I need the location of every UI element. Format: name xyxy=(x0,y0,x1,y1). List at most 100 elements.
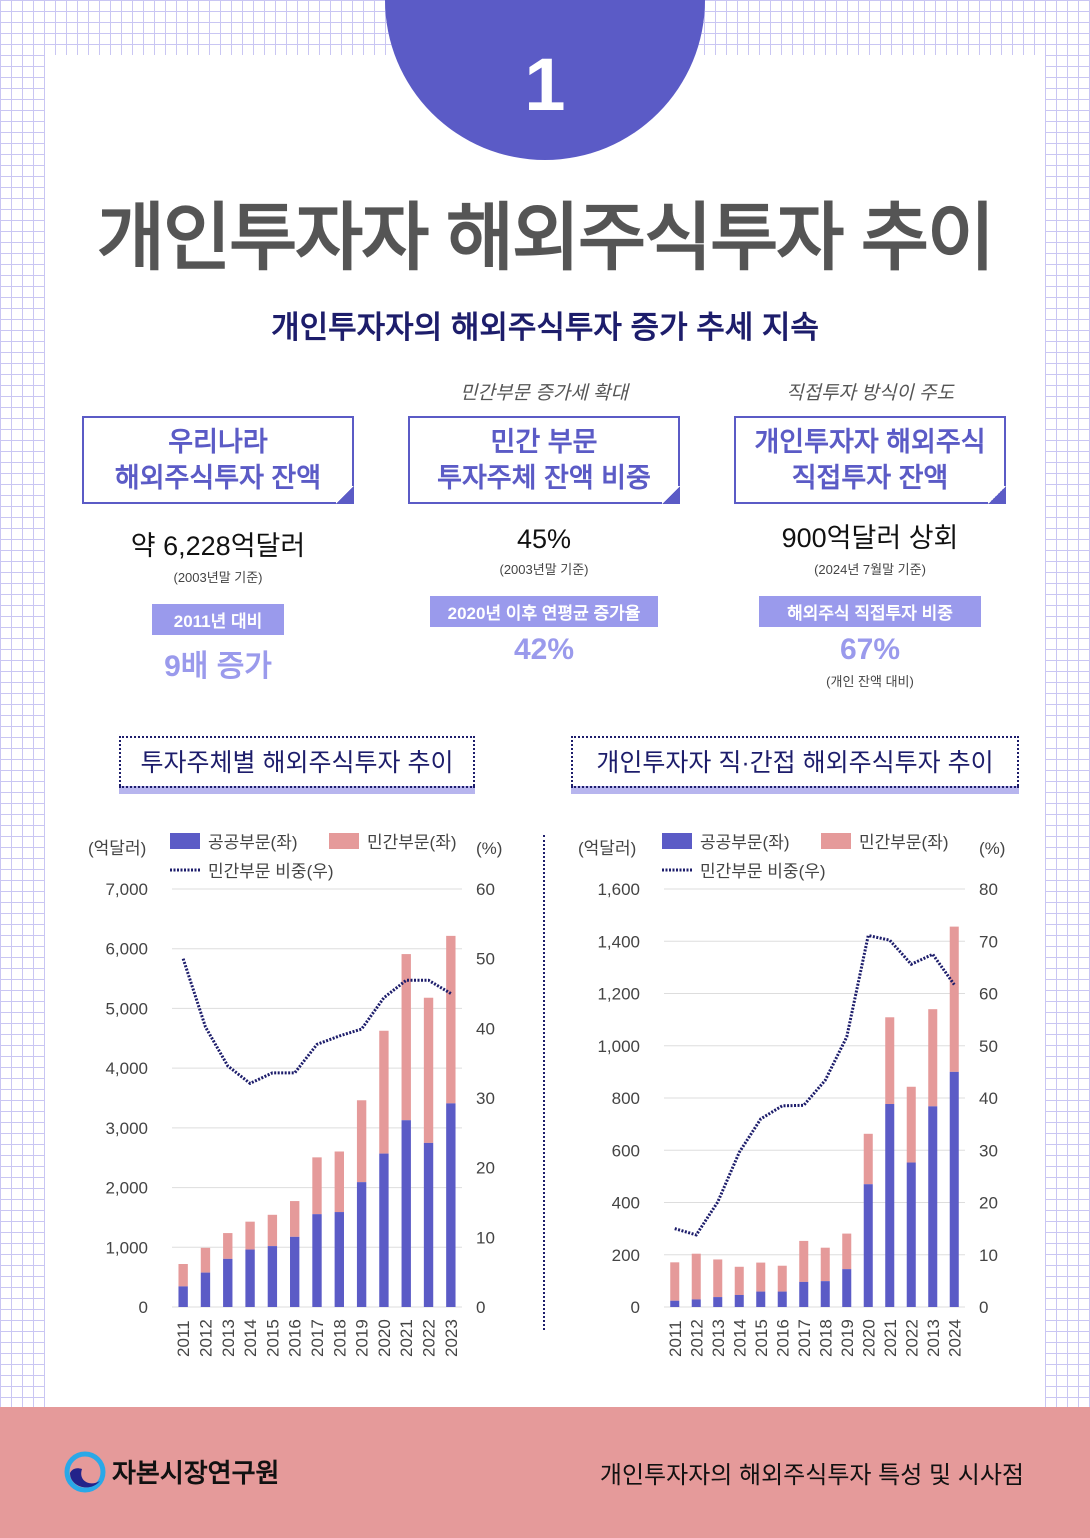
kcmi-logo-icon xyxy=(64,1451,106,1493)
page-subtitle: 개인투자자의 해외주식투자 증가 추세 지속 xyxy=(271,310,819,345)
x-tick-label: 2022 xyxy=(902,1319,921,1357)
y2-tick-label: 20 xyxy=(476,1159,495,1178)
y-tick-label: 1,600 xyxy=(597,880,640,899)
card-note: (2003년말 기준) xyxy=(499,562,589,577)
x-tick-label: 2011 xyxy=(174,1320,193,1357)
section-title-left: 투자주체별 해외주식투자 추이 xyxy=(119,736,475,794)
bar-private xyxy=(734,1266,744,1295)
bar-public xyxy=(267,1246,278,1307)
bar-private xyxy=(356,1100,367,1183)
card-overseas-balance: 우리나라 해외주식투자 잔액 약 6,228억달러 (2003년말 기준) 201… xyxy=(82,380,354,685)
y2-tick-label: 40 xyxy=(476,1019,495,1038)
bar-private xyxy=(670,1262,680,1301)
y2-tick-label: 60 xyxy=(979,985,998,1004)
bar-public xyxy=(290,1236,300,1307)
x-tick-label: 2021 xyxy=(397,1319,416,1357)
bar-private xyxy=(885,1017,895,1105)
card-value: 45% xyxy=(516,524,572,554)
bar-public xyxy=(423,1142,434,1307)
bar-private xyxy=(379,1030,389,1154)
x-tick-label: 2016 xyxy=(773,1319,792,1357)
bar-public xyxy=(200,1272,211,1307)
card-title-line2: 투자주체 잔액 비중 xyxy=(437,463,651,493)
y2-tick-label: 0 xyxy=(979,1298,988,1317)
x-tick-label: 2013 xyxy=(219,1319,238,1357)
y2-tick-label: 70 xyxy=(979,932,998,951)
card-highlight: 9배 증가 xyxy=(164,650,272,683)
card-pill: 2011년 대비 xyxy=(151,604,285,635)
line-private-share xyxy=(674,933,956,1237)
x-tick-label: 2017 xyxy=(795,1319,814,1357)
bar-public xyxy=(777,1291,787,1307)
x-tick-label: 2019 xyxy=(353,1319,372,1357)
bar-public xyxy=(223,1258,233,1307)
x-tick-label: 2015 xyxy=(752,1319,771,1357)
card-box: 우리나라 해외주식투자 잔액 xyxy=(82,416,354,504)
x-tick-label: 2014 xyxy=(241,1319,260,1357)
card-pill: 해외주식 직접투자 비중 xyxy=(759,596,981,627)
bar-private xyxy=(423,997,434,1143)
bar-private xyxy=(312,1157,322,1215)
card-pill: 2020년 이후 연평균 증가율 xyxy=(429,596,659,627)
y2-tick-label: 10 xyxy=(476,1228,495,1247)
y-tick-label: 4,000 xyxy=(105,1059,148,1078)
bar-public xyxy=(906,1162,916,1307)
y2-tick-label: 40 xyxy=(979,1089,998,1108)
section-title-right: 개인투자자 직·간접 해외주식투자 추이 xyxy=(571,736,1019,794)
bar-public xyxy=(312,1214,322,1307)
page-fold-icon xyxy=(662,486,680,504)
legend-label-share: 민간부문 비중(우) xyxy=(208,862,334,881)
legend-label-public: 공공부문(좌) xyxy=(700,833,790,852)
card-title-line2: 직접투자 잔액 xyxy=(791,463,949,493)
y-tick-label: 0 xyxy=(139,1298,148,1317)
y-tick-label: 2,000 xyxy=(105,1179,148,1198)
x-tick-label: 2015 xyxy=(263,1319,282,1357)
y2-tick-label: 10 xyxy=(979,1246,998,1265)
x-tick-label: 2018 xyxy=(816,1319,835,1357)
x-tick-label: 2014 xyxy=(730,1319,749,1357)
card-tag xyxy=(82,380,354,416)
legend-label-public: 공공부문(좌) xyxy=(208,833,298,852)
bar-private xyxy=(842,1233,852,1270)
y2-tick-label: 50 xyxy=(979,1037,998,1056)
x-tick-label: 2020 xyxy=(375,1319,394,1357)
y-tick-label: 1,200 xyxy=(597,985,640,1004)
legend-swatch-public xyxy=(170,833,200,849)
card-value: 900억달러 상회 xyxy=(781,523,959,553)
bar-public xyxy=(820,1281,830,1307)
bar-public xyxy=(928,1106,938,1307)
x-tick-label: 2024 xyxy=(945,1319,964,1357)
bar-private xyxy=(401,954,411,1121)
section-number: 1 xyxy=(524,43,566,126)
x-tick-label: 2012 xyxy=(196,1319,215,1357)
bar-public xyxy=(245,1249,255,1307)
bar-public xyxy=(334,1212,344,1307)
card-sub: (개인 잔액 대비) xyxy=(826,674,914,689)
legend-label-private: 민간부문(좌) xyxy=(859,833,949,852)
y-tick-label: 400 xyxy=(612,1194,640,1213)
card-direct-investment: 직접투자 방식이 주도 개인투자자 해외주식 직접투자 잔액 900억달러 상회 … xyxy=(734,380,1006,690)
y-tick-label: 1,400 xyxy=(597,932,640,951)
bar-private xyxy=(928,1009,938,1107)
bar-private xyxy=(756,1262,766,1292)
card-title-line2: 해외주식투자 잔액 xyxy=(114,463,322,493)
footer xyxy=(0,1407,1090,1538)
card-title-line1: 민간 부문 xyxy=(490,427,598,457)
bar-public xyxy=(178,1286,188,1307)
bar-public xyxy=(401,1120,411,1307)
x-tick-label: 2013 xyxy=(709,1319,728,1357)
content-panel xyxy=(45,55,1045,1407)
legend-label-private: 민간부문(좌) xyxy=(367,833,457,852)
card-tag: 직접투자 방식이 주도 xyxy=(786,383,954,404)
y-axis-label: (억달러) xyxy=(578,839,636,858)
bar-private xyxy=(223,1233,233,1259)
x-tick-label: 2021 xyxy=(881,1319,900,1357)
bar-private xyxy=(334,1151,344,1213)
y2-axis-label: (%) xyxy=(979,839,1005,858)
y2-tick-label: 30 xyxy=(979,1141,998,1160)
bar-public xyxy=(799,1281,809,1307)
chart-individual-direct-indirect: (억달러) (%)공공부문(좌) 민간부문(좌)민간부문 비중(우)02004006… xyxy=(578,833,1005,1357)
x-tick-label: 2012 xyxy=(687,1319,706,1357)
x-tick-label: 2017 xyxy=(308,1319,327,1357)
